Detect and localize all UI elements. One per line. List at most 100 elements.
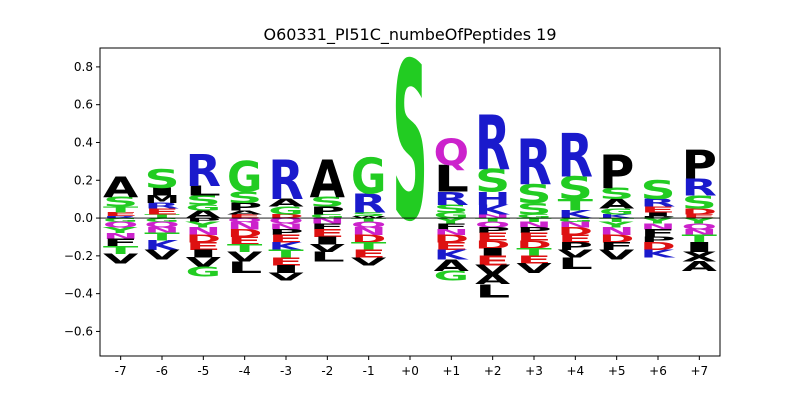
- logo-letter-v: V: [268, 271, 304, 283]
- x-tick-label: +6: [649, 364, 667, 378]
- logo-letter-d: D: [351, 233, 386, 245]
- logo-letter-y: Y: [598, 220, 634, 229]
- logo-letter-q: Q: [227, 217, 262, 223]
- y-tick-label: 0.6: [74, 98, 93, 112]
- logo-letter-r: R: [640, 197, 675, 209]
- x-tick-label: +5: [608, 364, 626, 378]
- logo-letter-q: Q: [682, 222, 717, 231]
- logo-letter-p: P: [640, 216, 675, 219]
- logo-letter-g: G: [434, 269, 469, 284]
- logo-letter-f: F: [599, 240, 634, 252]
- logo-letter-n: N: [310, 217, 345, 226]
- logo-letter-l: L: [558, 255, 593, 273]
- logo-letter-a: A: [599, 197, 634, 212]
- logo-letter-e: E: [268, 233, 303, 245]
- logo-letter-p: P: [640, 236, 675, 245]
- logo-letter-t: T: [144, 231, 180, 243]
- logo-letter-v: V: [310, 242, 346, 254]
- logo-letter-d: D: [558, 226, 593, 238]
- logo-letter-g: G: [516, 214, 551, 220]
- logo-letter-e: E: [434, 240, 469, 252]
- logo-letter-v: V: [103, 251, 138, 266]
- x-tick-label: -1: [363, 364, 375, 378]
- logo-letter-l: L: [227, 258, 262, 276]
- x-tick-label: -6: [156, 364, 168, 378]
- logo-letter-g: G: [351, 148, 386, 205]
- logo-letter-i: I: [682, 240, 717, 255]
- logo-letter-f: F: [310, 222, 345, 231]
- logo-letter-a: A: [434, 257, 470, 275]
- logo-letter-i: I: [475, 246, 510, 258]
- logo-letter-l: L: [310, 250, 345, 265]
- logo-letter-p: P: [599, 146, 634, 200]
- logo-letter-r: R: [103, 216, 138, 219]
- logo-letter-f: F: [103, 237, 138, 249]
- logo-letter-e: E: [516, 254, 551, 266]
- logo-letter-t: T: [227, 242, 263, 254]
- logo-letter-e: E: [640, 205, 675, 214]
- logo-letter-t: T: [475, 217, 510, 223]
- logo-letter-n: N: [475, 213, 510, 219]
- logo-letter-i: I: [310, 235, 345, 247]
- logo-letter-e: E: [144, 207, 179, 216]
- logo-letter-d: D: [227, 228, 262, 240]
- logo-letter-n: N: [227, 220, 262, 232]
- logo-letter-p: P: [186, 217, 221, 223]
- logo-letter-t: T: [516, 217, 551, 223]
- logo-letter-g: G: [268, 205, 303, 217]
- x-axis: -7 -6 -5 -4 -3 -2 -1 +0 +1 +2 +3 +4 +5 +6 +7: [115, 356, 708, 378]
- logo-letter-e: E: [227, 213, 262, 219]
- logo-letter-p: P: [516, 226, 551, 235]
- logo-letter-q: Q: [103, 220, 138, 229]
- logo-letter-i: I: [640, 211, 675, 217]
- logo-letter-e: E: [186, 240, 221, 252]
- logo-letter-l: L: [475, 281, 510, 302]
- logo-letter-k: K: [434, 248, 469, 263]
- logo-letter-q: Q: [351, 220, 386, 229]
- x-tick-label: +2: [484, 364, 502, 378]
- logo-letter-s: S: [103, 195, 138, 210]
- logo-letter-s: S: [392, 18, 427, 270]
- logo-letter-t: T: [351, 217, 386, 223]
- logo-letter-s: S: [516, 200, 551, 218]
- logo-letter-s: S: [434, 203, 469, 215]
- logo-letter-v: V: [599, 248, 634, 263]
- x-tick-label: -3: [280, 364, 292, 378]
- y-axis: −0.6 −0.4 −0.2 0.0 0.2 0.4 0.6 0.8: [64, 60, 100, 338]
- x-tick-label: +7: [690, 364, 708, 378]
- logo-letter-r: R: [186, 145, 221, 197]
- logo-letter-d: D: [516, 239, 551, 251]
- logo-letter-d: D: [434, 233, 469, 245]
- logo-letter-r: R: [351, 188, 386, 219]
- logo-letter-n: N: [640, 222, 675, 231]
- logo-letter-n: N: [268, 222, 303, 231]
- logo-letter-s: S: [351, 212, 386, 218]
- logo-letter-y: Y: [184, 220, 220, 229]
- logo-letter-n: N: [144, 226, 179, 235]
- logo-letter-d: D: [475, 239, 510, 251]
- logo-letter-v: V: [516, 261, 551, 276]
- y-tick-label: −0.4: [64, 287, 93, 301]
- logo-letter-d: D: [186, 233, 221, 245]
- logo-letter-n: N: [599, 226, 634, 238]
- logo-letter-f: F: [434, 222, 469, 231]
- logo-letter-s: S: [599, 185, 634, 203]
- x-tick-label: -5: [197, 364, 209, 378]
- logo-letter-e: E: [310, 227, 345, 239]
- logo-letter-g: G: [186, 265, 221, 280]
- logo-letter-a: A: [103, 171, 139, 204]
- logo-letter-r: R: [516, 126, 551, 199]
- logo-letter-t: T: [103, 244, 139, 256]
- logo-letter-d: D: [599, 233, 634, 245]
- x-tick-label: -2: [321, 364, 333, 378]
- logo-letter-r: R: [475, 99, 510, 187]
- y-tick-label: 0.0: [74, 211, 93, 225]
- logo-letter-i: I: [186, 248, 221, 260]
- logo-letter-i: I: [268, 263, 303, 275]
- logo-letter-f: F: [640, 227, 675, 239]
- logo-letter-p: P: [682, 143, 717, 188]
- logo-letter-v: V: [144, 248, 179, 263]
- logo-letter-m: M: [144, 194, 179, 206]
- logo-letter-y: Y: [432, 217, 468, 226]
